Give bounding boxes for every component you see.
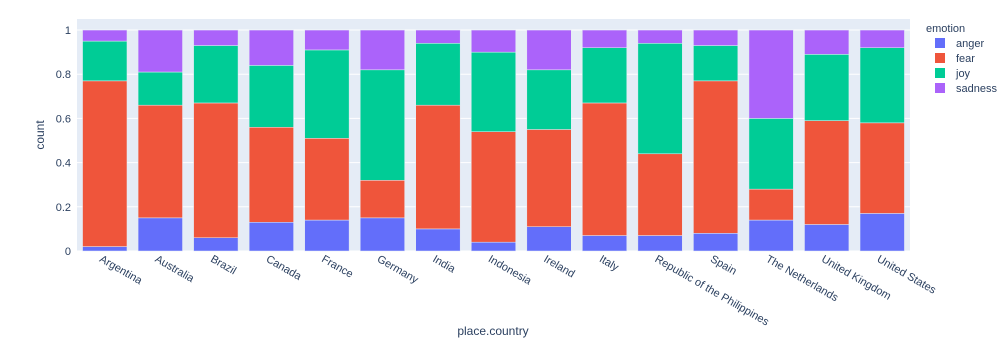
legend-swatch	[935, 38, 945, 48]
bar-segment	[304, 29, 350, 51]
bar-segment	[415, 43, 461, 106]
bar-segment	[359, 29, 405, 71]
bar-segment	[248, 222, 294, 252]
bar-segment	[137, 104, 183, 219]
y-axis-title: count	[33, 120, 47, 150]
bar-segment	[359, 69, 405, 181]
bar-segment	[526, 69, 572, 130]
bar-segment	[693, 45, 739, 82]
legend-label: sadness	[956, 83, 997, 95]
y-tick-label: 0.6	[56, 113, 71, 125]
bar-segment	[248, 127, 294, 223]
legend-swatch	[935, 83, 945, 93]
bar-segment	[82, 246, 128, 252]
x-tick-label: Germany	[375, 253, 421, 286]
bar-segment	[804, 120, 850, 225]
bar-segment	[804, 224, 850, 252]
x-tick-label: Argentina	[97, 253, 145, 287]
x-tick-label: Indonesia	[486, 253, 534, 288]
bar-segment	[582, 102, 628, 236]
bar-segment	[193, 45, 239, 104]
x-tick-label: Canada	[264, 253, 304, 283]
x-tick-label: Australia	[153, 253, 197, 285]
bar-segment	[415, 228, 461, 252]
bar-segment	[526, 129, 572, 227]
bar-segment	[582, 235, 628, 252]
bar-segment	[82, 80, 128, 247]
bar-segment	[248, 65, 294, 128]
bar-segment	[637, 43, 683, 155]
y-tick-label: 0.2	[56, 202, 71, 214]
x-axis-title: place.country	[457, 324, 528, 338]
bar-segment	[748, 118, 794, 190]
bar-segment	[137, 71, 183, 106]
bar-segment	[471, 51, 516, 132]
bar-segment	[82, 29, 128, 42]
bar-segment	[637, 153, 683, 236]
legend-title: emotion	[926, 23, 965, 35]
bar-segment	[748, 188, 794, 221]
bar-segment	[804, 54, 850, 121]
x-tick-label: France	[319, 253, 355, 281]
bar-segment	[693, 233, 739, 252]
bar-segment	[859, 122, 905, 214]
legend-label: joy	[955, 68, 971, 80]
bar-segment	[471, 241, 516, 252]
bar-segment	[693, 29, 739, 46]
bar-segment	[415, 29, 461, 44]
bar-segment	[526, 29, 572, 71]
bar-segment	[748, 219, 794, 252]
bar-segment	[859, 29, 905, 48]
bar-segment	[415, 104, 461, 230]
bar-segment	[193, 29, 239, 46]
bar-segment	[471, 131, 516, 243]
bar-segment	[248, 29, 294, 66]
bar-segment	[359, 180, 405, 219]
bar-segment	[582, 29, 628, 48]
bar-segment	[582, 47, 628, 104]
legend-label: anger	[956, 38, 984, 50]
x-tick-label: Spain	[708, 253, 738, 277]
y-tick-label: 1	[65, 25, 71, 37]
bar-segment	[804, 29, 850, 55]
legend-swatch	[935, 68, 945, 78]
bar-segment	[193, 237, 239, 252]
y-tick-label: 0.4	[56, 158, 71, 170]
bar-segment	[637, 29, 683, 44]
bar-segment	[526, 226, 572, 252]
bar-segment	[137, 217, 183, 252]
bar-segment	[471, 29, 516, 53]
bar-segment	[193, 102, 239, 238]
bar-segment	[748, 29, 794, 119]
bar-segment	[304, 138, 350, 221]
bar-segment	[637, 235, 683, 252]
x-tick-label: India	[430, 253, 457, 276]
bar-segment	[859, 47, 905, 124]
y-tick-label: 0	[65, 246, 71, 258]
bar-segment	[82, 40, 128, 82]
x-tick-label: Italy	[597, 253, 621, 274]
legend-label: fear	[956, 53, 975, 65]
x-tick-label: Brazil	[208, 253, 238, 277]
bar-segment	[304, 49, 350, 139]
y-tick-label: 0.8	[56, 69, 71, 81]
legend-swatch	[935, 53, 945, 63]
bar-segment	[137, 29, 183, 73]
x-tick-label: Ireland	[542, 253, 577, 280]
bar-segment	[859, 213, 905, 252]
bar-segment	[304, 219, 350, 252]
bar-segment	[359, 217, 405, 252]
bar-segment	[693, 80, 739, 234]
